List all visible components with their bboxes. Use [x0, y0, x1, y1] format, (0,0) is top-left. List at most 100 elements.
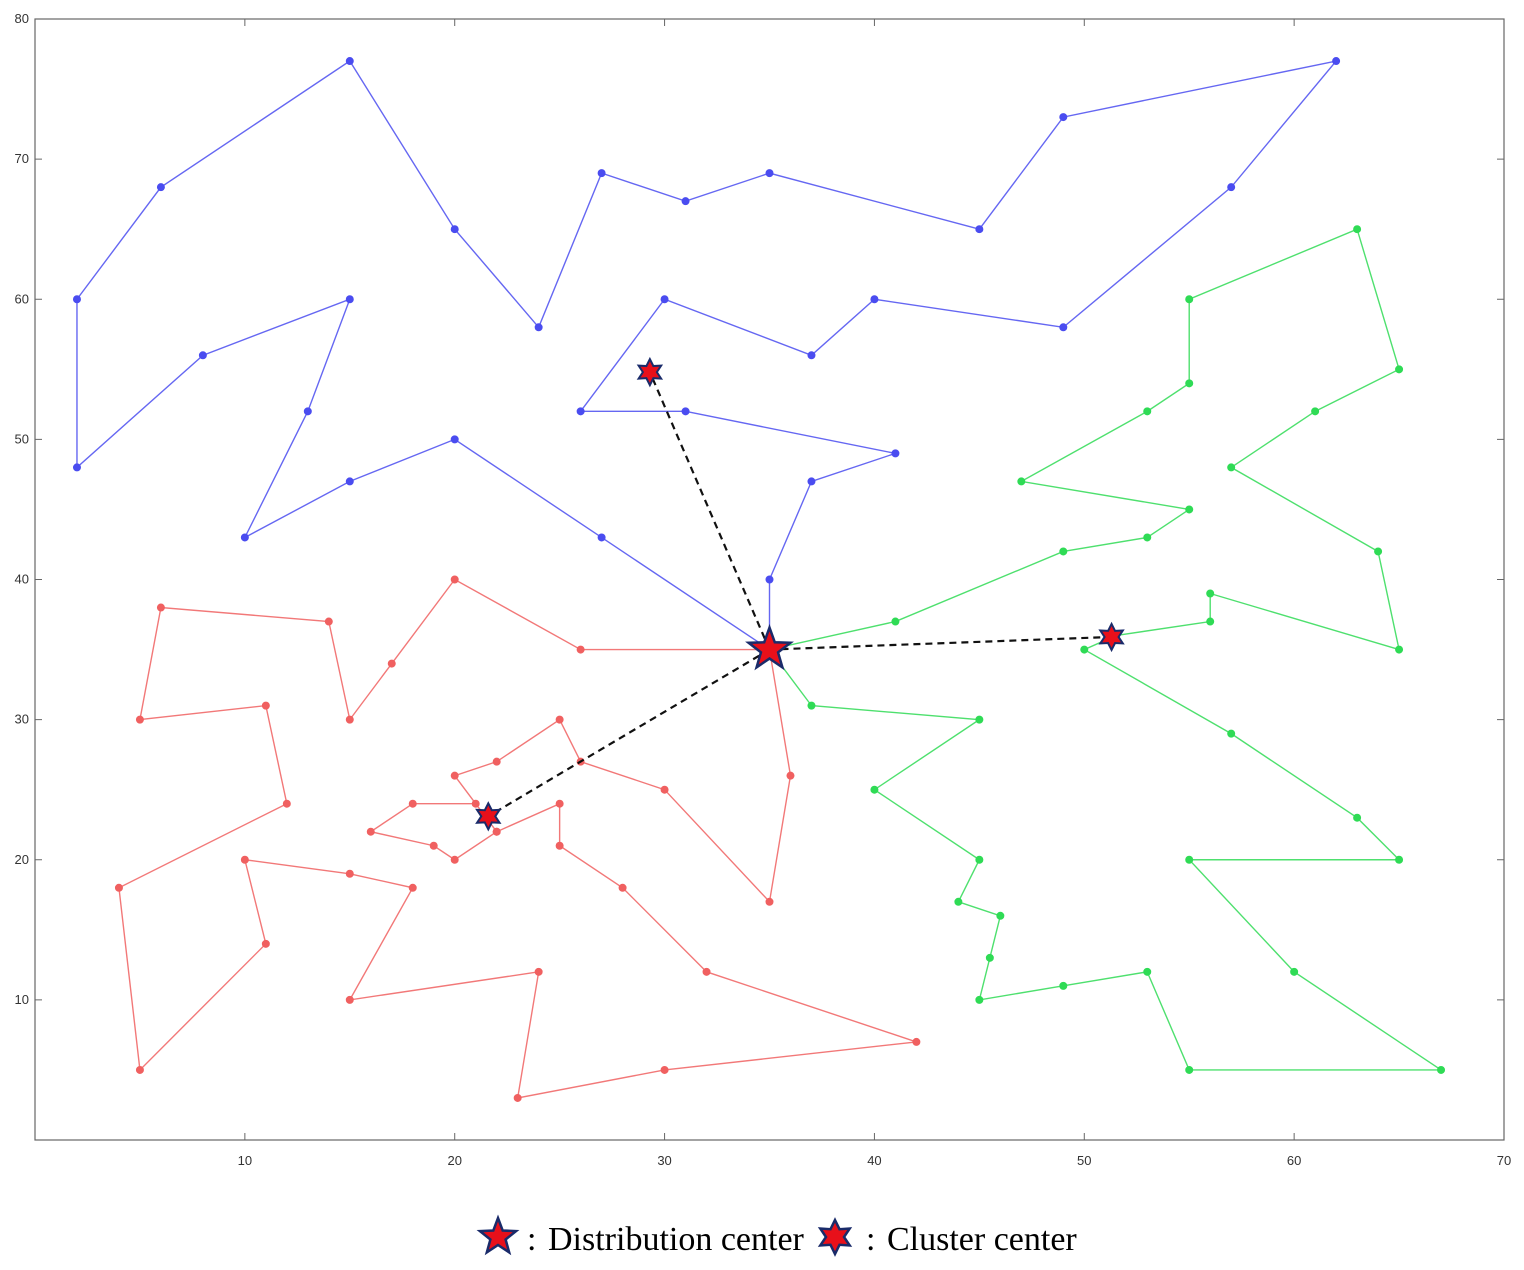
center-links	[487, 371, 1112, 818]
customer-point	[891, 449, 900, 458]
route-line	[118, 578, 917, 1099]
customer-point	[513, 1093, 522, 1102]
customer-point	[534, 967, 543, 976]
customer-point	[618, 883, 627, 892]
y-tick-label: 20	[15, 852, 29, 867]
y-tick-label: 50	[15, 431, 29, 446]
customer-point	[1059, 981, 1068, 990]
x-tick-label: 20	[447, 1153, 461, 1168]
customer-point	[597, 169, 606, 178]
customer-point	[660, 295, 669, 304]
customer-point	[345, 57, 354, 66]
customer-point	[282, 799, 291, 808]
customer-point	[912, 1037, 921, 1046]
customer-point	[72, 295, 81, 304]
customer-point	[408, 883, 417, 892]
customer-point	[1059, 547, 1068, 556]
customer-point	[261, 701, 270, 710]
customer-point	[954, 897, 963, 906]
customer-point	[492, 827, 501, 836]
customer-point	[198, 351, 207, 360]
customer-point	[471, 799, 480, 808]
customer-point	[576, 407, 585, 416]
customer-point	[1227, 463, 1236, 472]
customer-point	[1332, 57, 1341, 66]
customer-point	[450, 435, 459, 444]
customer-point	[345, 477, 354, 486]
customer-point	[1059, 323, 1068, 332]
center-link-line	[648, 371, 771, 650]
customer-point	[450, 771, 459, 780]
markers	[475, 356, 1125, 832]
customer-point	[1185, 295, 1194, 304]
customer-point	[261, 939, 270, 948]
customer-point	[1395, 645, 1404, 654]
cluster-center-star	[636, 356, 664, 388]
legend-distribution-star-icon	[476, 1214, 520, 1256]
legend: : Distribution center : Cluster center	[476, 1214, 1077, 1258]
customer-point	[240, 855, 249, 864]
customer-point	[1437, 1065, 1446, 1074]
customer-point	[870, 295, 879, 304]
customer-point	[681, 197, 690, 206]
customer-point	[1374, 547, 1383, 556]
customer-point	[870, 785, 879, 794]
customer-point	[534, 323, 543, 332]
customer-point	[345, 869, 354, 878]
x-tick-label: 60	[1287, 1153, 1301, 1168]
customer-point	[660, 1065, 669, 1074]
customer-point	[660, 785, 669, 794]
center-link-line	[769, 635, 1112, 651]
customer-point	[1080, 645, 1089, 654]
customer-point	[429, 841, 438, 850]
customer-point	[702, 967, 711, 976]
customer-point	[996, 911, 1005, 920]
customer-point	[975, 995, 984, 1004]
customer-point	[135, 715, 144, 724]
customer-point	[1206, 617, 1215, 626]
y-tick-label: 40	[15, 572, 29, 587]
customer-point	[765, 897, 774, 906]
customer-point	[1017, 477, 1026, 486]
legend-separator-2: :	[866, 1221, 875, 1258]
cluster-center-star	[1098, 621, 1125, 653]
customer-point	[1143, 533, 1152, 542]
customer-point	[324, 617, 333, 626]
customer-point	[1353, 225, 1362, 234]
customer-point	[72, 463, 81, 472]
customer-point	[1290, 967, 1299, 976]
y-tick-label: 80	[15, 11, 29, 26]
x-tick-label: 40	[867, 1153, 881, 1168]
distribution-center-star	[745, 623, 794, 671]
x-tick-label: 10	[238, 1153, 252, 1168]
customer-point	[1059, 113, 1068, 122]
customer-point	[114, 883, 123, 892]
customer-point	[345, 295, 354, 304]
customer-point	[1206, 589, 1215, 598]
axes: 10 20 30 40 50 60 70 10 20 30 40 50 60 70 80	[15, 11, 1512, 1168]
route-0	[72, 57, 1341, 651]
customer-point	[975, 225, 984, 234]
customer-point	[891, 617, 900, 626]
customer-point	[1185, 855, 1194, 864]
customer-point	[975, 715, 984, 724]
cluster-center-star	[475, 801, 502, 832]
legend-separator-1: :	[527, 1221, 536, 1258]
customer-point	[1185, 505, 1194, 514]
customer-point	[985, 953, 994, 962]
customer-point	[1185, 379, 1194, 388]
customer-point	[387, 659, 396, 668]
y-tick-label: 60	[15, 291, 29, 306]
x-tick-label: 50	[1077, 1153, 1091, 1168]
x-tick-label: 70	[1497, 1153, 1511, 1168]
route-1	[114, 575, 921, 1102]
customer-point	[1353, 813, 1362, 822]
customer-point	[1143, 967, 1152, 976]
customer-point	[450, 225, 459, 234]
customer-point	[786, 771, 795, 780]
x-tick-label: 30	[657, 1153, 671, 1168]
customer-point	[1227, 729, 1236, 738]
customer-point	[1143, 407, 1152, 416]
customer-point	[765, 575, 774, 584]
